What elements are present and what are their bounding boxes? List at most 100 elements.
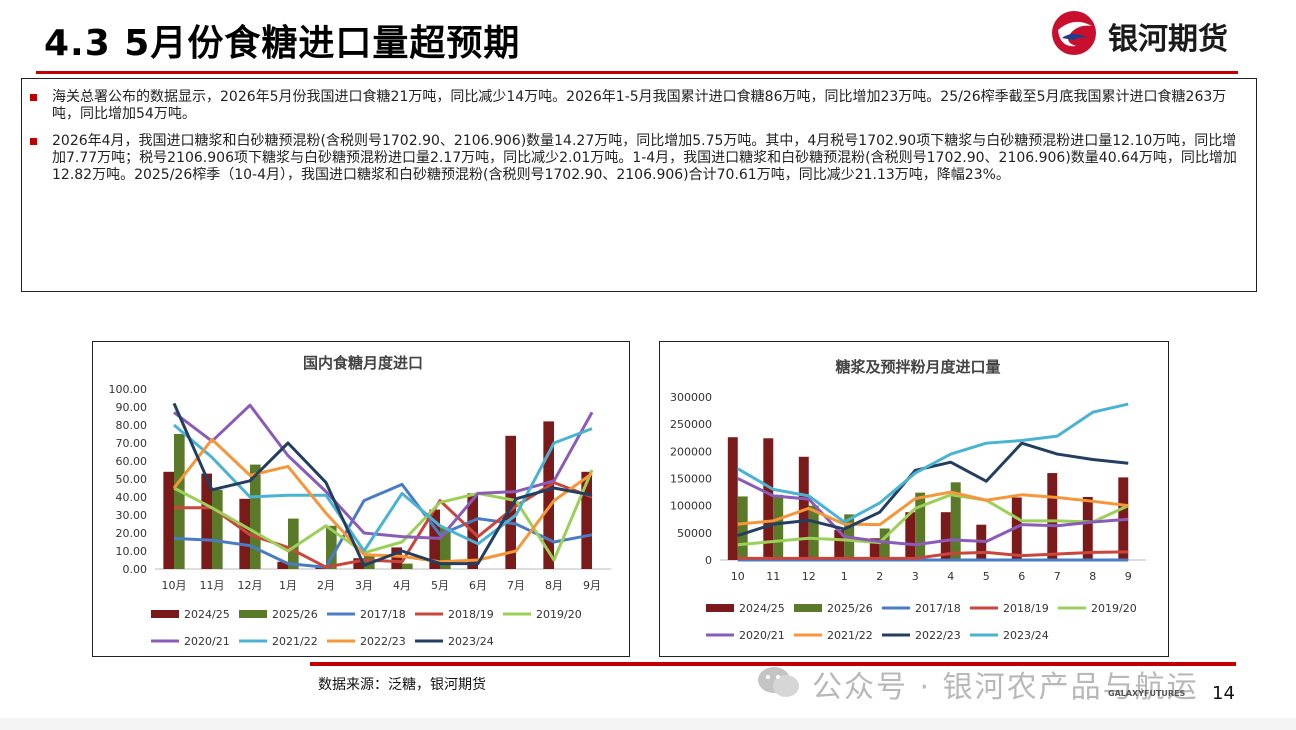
legend-swatch [239, 610, 267, 618]
bar-2025-26 [915, 492, 926, 560]
y-tick-label: 20.00 [116, 527, 148, 540]
data-source: 数据来源：泛糖，银河期货 [318, 677, 486, 693]
bar-2025-26 [212, 489, 223, 569]
bar-2024-25 [581, 471, 592, 569]
chart-syrup-premix-svg: 糖浆及预拌粉月度进口量 0 50000 100000 150000 200000 25000… [670, 358, 1146, 642]
y-tick-label: 250000 [670, 418, 712, 431]
y-tick-label: 70.00 [116, 437, 148, 450]
bar-2025-26 [808, 505, 819, 560]
x-tick-label: 11 [766, 570, 780, 583]
bar-2024-25 [905, 512, 916, 560]
bar-2024-25 [727, 437, 738, 560]
footer-band [0, 718, 1296, 730]
y-tick-label: 50000 [677, 527, 712, 540]
y-tick-label: 100.00 [109, 383, 148, 396]
bar-2024-25 [1011, 497, 1022, 560]
header-divider [36, 71, 1238, 74]
series-line-2021-22 [737, 490, 1129, 527]
page-title: 4.3 5月份食糖进口量超预期 [44, 23, 521, 64]
x-tick-label: 9月 [583, 579, 601, 592]
summary-box: 海关总署公布的数据显示，2026年5月份我国进口食糖21万吨，同比减少14万吨。… [21, 78, 1257, 292]
x-tick-label: 1 [841, 570, 848, 583]
x-tick-label: 1月 [279, 579, 297, 592]
watermark-text: 公众号 · 银河农产品与航运 [812, 670, 1199, 705]
series-line-2021-22 [173, 423, 593, 553]
x-tick-label: 2月 [317, 579, 335, 592]
bar-2024-25 [869, 538, 880, 560]
y-tick-label: 10.00 [116, 545, 148, 558]
legend-label: 2025/26 [827, 602, 873, 615]
y-tick-label: 80.00 [116, 419, 148, 432]
series-line-2019-20 [173, 469, 594, 562]
bar-2024-25 [763, 438, 774, 560]
bar-2024-25 [353, 558, 364, 569]
y-tick-label: 30.00 [116, 509, 148, 522]
x-tick-label: 6 [1018, 570, 1025, 583]
legend-label: 2020/21 [184, 635, 230, 648]
chart-title: 糖浆及预拌粉月度进口量 [835, 358, 1000, 376]
x-tick-label: 12月 [238, 579, 263, 592]
chart-title: 国内食糖月度进口 [303, 354, 423, 372]
series-line-2020-21 [737, 477, 1129, 547]
x-tick-label: 12 [802, 570, 816, 583]
bullet-square-icon [30, 138, 37, 145]
bar-2024-25 [1047, 473, 1058, 560]
series-line-2022-23 [172, 437, 593, 564]
chart-domestic-sugar-imports: 国内食糖月度进口 0.00 10.00 20.00 30.00 40.00 50.00 60.… [92, 341, 630, 657]
legend-label: 2023/24 [448, 635, 494, 648]
bar-2024-25 [940, 512, 951, 560]
chart-domestic-sugar-svg: 国内食糖月度进口 0.00 10.00 20.00 30.00 40.00 50.00 60.… [109, 354, 611, 648]
y-tick-label: 100000 [670, 500, 712, 513]
x-tick-label: 5 [983, 570, 990, 583]
x-tick-label: 2 [876, 570, 883, 583]
y-tick-label: 40.00 [116, 491, 148, 504]
x-tick-label: 5月 [431, 579, 449, 592]
bar-2025-26 [773, 494, 784, 560]
summary-bullet-text: 海关总署公布的数据显示，2026年5月份我国进口食糖21万吨，同比减少14万吨。… [52, 89, 1227, 122]
y-tick-label: 90.00 [116, 401, 148, 414]
legend-label: 2020/21 [739, 629, 785, 642]
y-tick-label: 300000 [670, 391, 712, 404]
bar-2024-25 [505, 435, 516, 569]
logo-text: 银河期货 [1108, 22, 1228, 57]
summary-bullet: 海关总署公布的数据显示，2026年5月份我国进口食糖21万吨，同比减少14万吨。… [30, 89, 1250, 123]
y-tick-label: 60.00 [116, 455, 148, 468]
footer-divider [310, 662, 1236, 666]
legend-label: 2024/25 [739, 602, 785, 615]
bar-2024-25 [239, 498, 250, 569]
series-line-2023-24 [172, 402, 593, 567]
bar-2025-26 [440, 527, 451, 569]
wechat-icon [758, 667, 799, 697]
summary-bullet-text: 2026年4月，我国进口糖浆和白砂糖预混粉(含税则号1702.90、2106.9… [52, 133, 1237, 183]
legend-swatch [706, 604, 734, 612]
x-tick-label: 3月 [355, 579, 373, 592]
legend-label: 2017/18 [915, 602, 961, 615]
x-tick-label: 10 [731, 570, 745, 583]
bar-2025-26 [950, 482, 961, 560]
x-tick-label: 4 [947, 570, 954, 583]
galaxy-logo-icon [1052, 11, 1096, 55]
legend-label: 2019/20 [1091, 602, 1137, 615]
legend-label: 2024/25 [184, 608, 230, 621]
bar-2024-25 [201, 473, 212, 569]
bar-2025-26 [288, 518, 299, 569]
y-tick-label: 150000 [670, 473, 712, 486]
bar-2024-25 [277, 561, 288, 569]
y-tick-label: 0.00 [123, 563, 148, 576]
bar-2024-25 [798, 456, 809, 560]
x-tick-label: 8 [1089, 570, 1096, 583]
x-tick-label: 7月 [507, 579, 525, 592]
legend-label: 2025/26 [272, 608, 318, 621]
x-tick-label: 10月 [162, 579, 187, 592]
bullet-square-icon [30, 94, 37, 101]
bar-2024-25 [1082, 496, 1093, 560]
x-tick-label: 9 [1125, 570, 1132, 583]
series-line-2020-21 [173, 403, 594, 540]
x-tick-label: 11月 [200, 579, 225, 592]
legend-swatch [151, 610, 179, 618]
bar-2025-26 [737, 496, 748, 560]
galaxy-futures-mark: GALAXYFUTURES [1108, 689, 1186, 698]
series-line-2017-18 [173, 482, 593, 569]
bar-2025-26 [250, 464, 261, 569]
bar-2024-25 [543, 421, 554, 569]
